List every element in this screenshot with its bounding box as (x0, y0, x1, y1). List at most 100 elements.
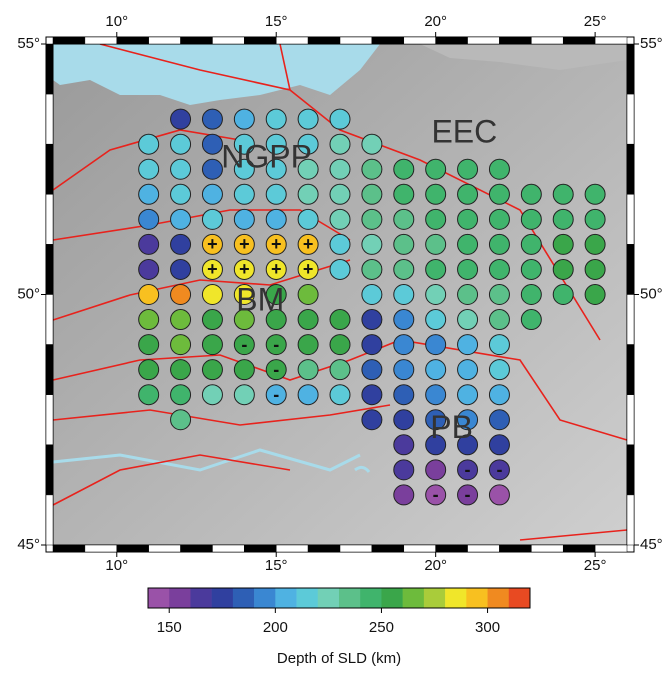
colorbar-bin (403, 588, 425, 608)
depth-point (458, 234, 478, 254)
depth-point (234, 184, 254, 204)
y-tick-label: 45° (17, 536, 40, 553)
depth-point (202, 285, 222, 305)
colorbar-bin (488, 588, 510, 608)
polarity-sign: - (433, 485, 439, 505)
depth-point (585, 184, 605, 204)
x-tick-label: 20° (424, 13, 447, 30)
frame-segment (595, 37, 627, 44)
depth-point (426, 159, 446, 179)
depth-point (171, 410, 191, 430)
frame-segment (372, 37, 404, 44)
colorbar-bin (254, 588, 276, 608)
depth-point (426, 285, 446, 305)
depth-point (394, 209, 414, 229)
frame-segment (212, 37, 244, 44)
depth-point (394, 485, 414, 505)
depth-point (394, 335, 414, 355)
frame-segment (627, 495, 634, 545)
frame-segment (531, 545, 563, 552)
depth-point (489, 159, 509, 179)
depth-point (330, 335, 350, 355)
depth-point (234, 385, 254, 405)
x-tick-label: 15° (265, 557, 288, 574)
y-tick-label: 55° (640, 35, 663, 52)
depth-point (521, 310, 541, 330)
colorbar-bin (424, 588, 446, 608)
depth-point (171, 360, 191, 380)
colorbar-bin (339, 588, 361, 608)
polarity-sign: + (239, 234, 250, 254)
depth-point (394, 385, 414, 405)
frame-segment (212, 545, 244, 552)
polarity-sign: - (273, 334, 279, 354)
depth-point (202, 134, 222, 154)
frame-segment (404, 545, 436, 552)
polarity-sign: + (303, 259, 314, 279)
depth-point (139, 209, 159, 229)
frame-segment (149, 545, 181, 552)
frame-segment (468, 37, 500, 44)
depth-point (139, 335, 159, 355)
depth-point (521, 285, 541, 305)
depth-point (394, 259, 414, 279)
frame-segment (627, 94, 634, 144)
depth-point (426, 259, 446, 279)
depth-point (553, 259, 573, 279)
region-label: NGPP (221, 139, 312, 175)
frame-segment (404, 37, 436, 44)
frame-segment (436, 37, 468, 44)
frame-segment (53, 37, 85, 44)
colorbar-tick-label: 200 (263, 619, 288, 636)
frame-segment (276, 545, 308, 552)
frame-segment (53, 545, 85, 552)
frame-segment (627, 194, 634, 244)
depth-point (362, 385, 382, 405)
frame-segment (149, 37, 181, 44)
depth-point (362, 410, 382, 430)
frame-segment (85, 37, 117, 44)
frame-segment (627, 345, 634, 395)
colorbar-bin (381, 588, 403, 608)
depth-point (139, 184, 159, 204)
depth-point (171, 109, 191, 129)
depth-point (394, 360, 414, 380)
depth-point (234, 109, 254, 129)
depth-point (234, 209, 254, 229)
frame-segment (46, 194, 53, 244)
depth-point (298, 209, 318, 229)
colorbar-bin (148, 588, 170, 608)
x-tick-label: 10° (105, 13, 128, 30)
depth-point (426, 385, 446, 405)
map-figure: 10°10°15°15°20°20°25°25°45°45°50°50°55°5… (0, 0, 666, 672)
frame-segment (308, 545, 340, 552)
frame-segment (46, 144, 53, 194)
depth-point (171, 184, 191, 204)
depth-point (394, 410, 414, 430)
frame-segment (181, 37, 213, 44)
depth-point (426, 335, 446, 355)
y-tick-label: 50° (640, 285, 663, 302)
depth-point (553, 184, 573, 204)
polarity-sign: - (465, 460, 471, 480)
depth-point (553, 209, 573, 229)
frame-segment (85, 545, 117, 552)
polarity-sign: + (207, 234, 218, 254)
frame-segment (499, 545, 531, 552)
depth-point (585, 234, 605, 254)
polarity-sign: - (241, 334, 247, 354)
colorbar-tick-label: 250 (369, 619, 394, 636)
frame-segment (468, 545, 500, 552)
depth-point (553, 234, 573, 254)
depth-point (139, 385, 159, 405)
frame-segment (46, 345, 53, 395)
depth-point (202, 310, 222, 330)
frame-segment (531, 37, 563, 44)
depth-point (394, 460, 414, 480)
colorbar-bin (297, 588, 319, 608)
region-label: PB (430, 409, 473, 445)
depth-point (458, 285, 478, 305)
depth-point (362, 184, 382, 204)
depth-point (298, 184, 318, 204)
depth-point (266, 109, 286, 129)
